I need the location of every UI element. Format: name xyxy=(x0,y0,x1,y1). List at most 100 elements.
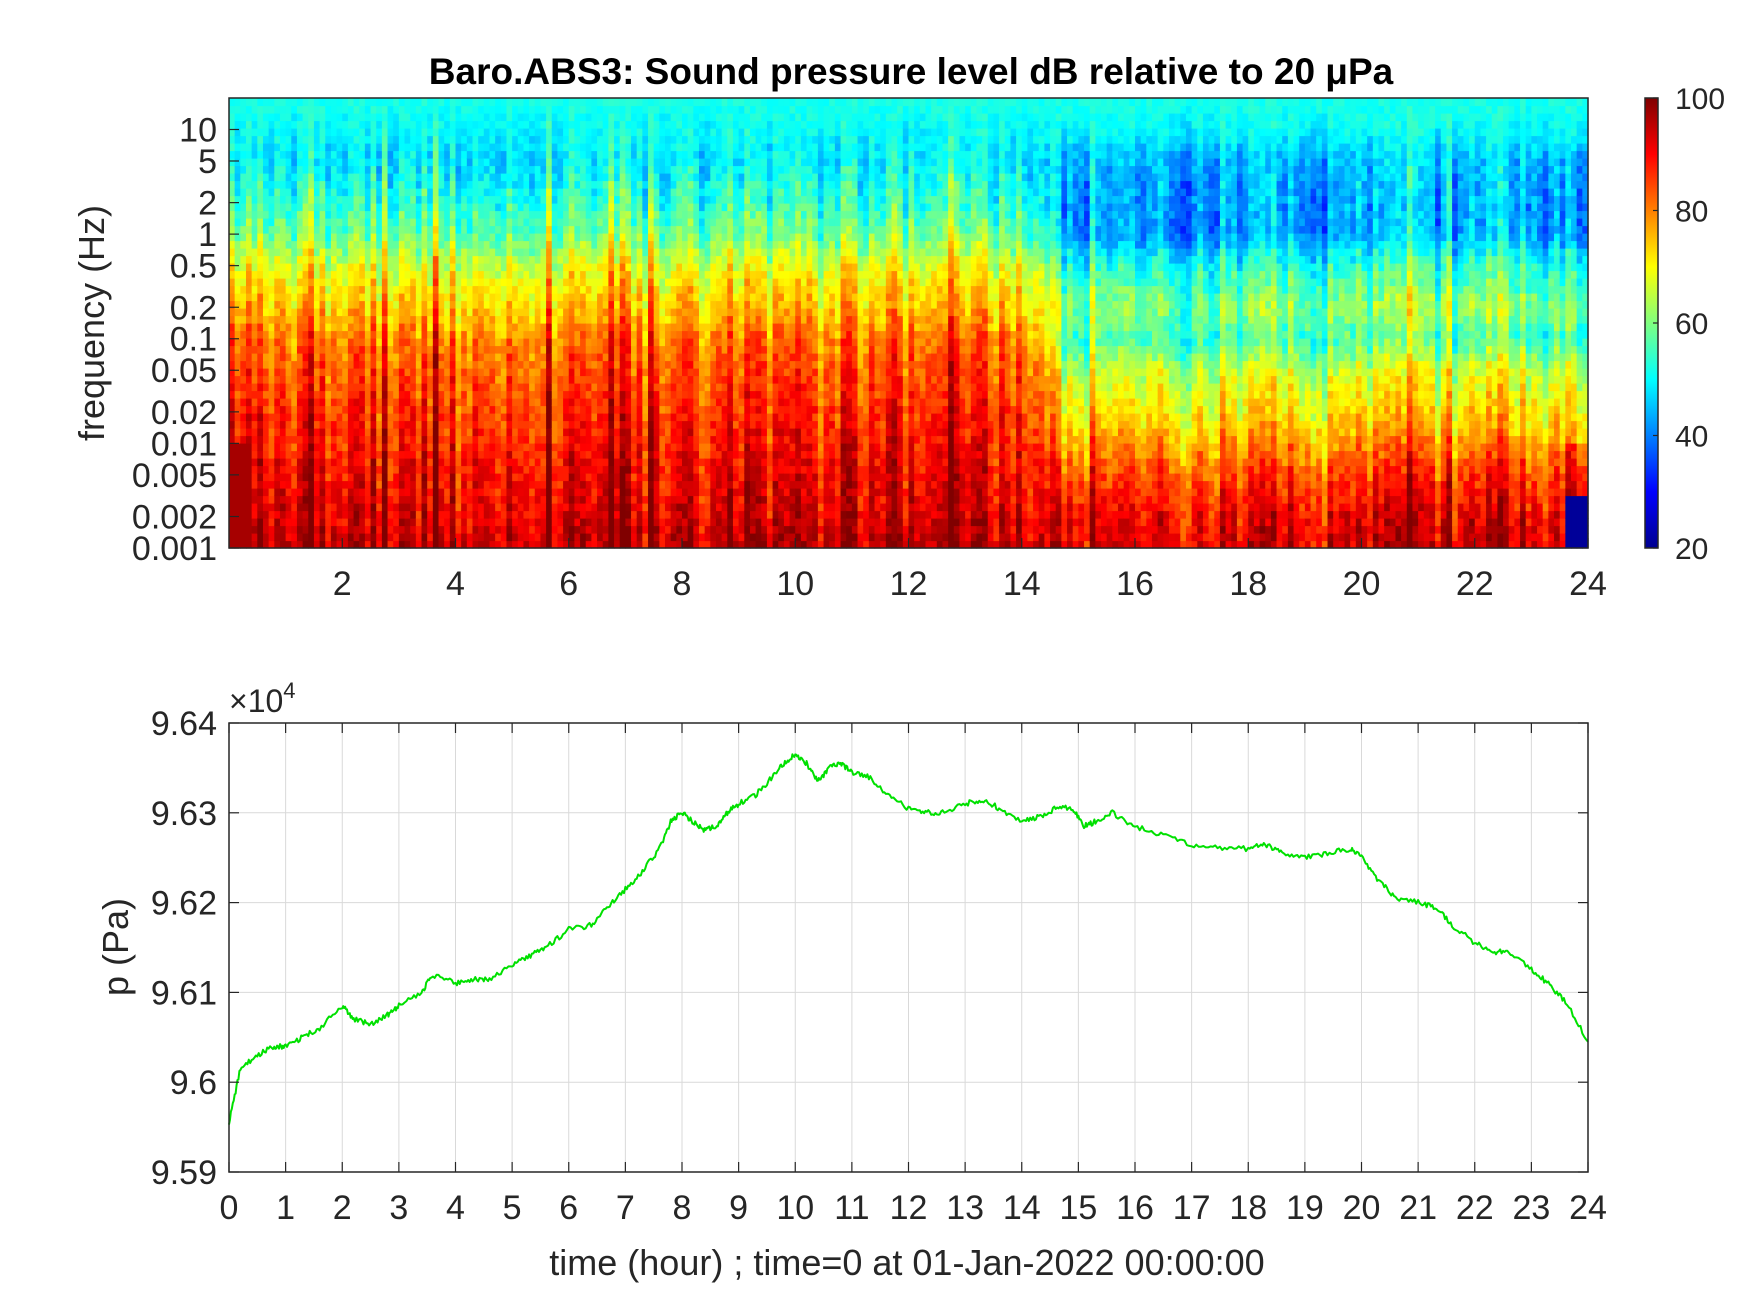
heatmap-cell xyxy=(387,240,394,249)
heatmap-cell xyxy=(625,195,632,204)
heatmap-cell xyxy=(359,113,366,122)
heatmap-cell xyxy=(342,195,349,204)
heatmap-cell xyxy=(279,105,287,114)
heatmap-cell xyxy=(625,420,632,429)
heatmap-cell xyxy=(296,315,304,324)
heatmap-cell xyxy=(608,390,615,399)
heatmap-cell xyxy=(410,210,417,219)
heatmap-cell xyxy=(240,353,247,362)
heatmap-cell xyxy=(296,458,304,467)
heatmap-cell xyxy=(585,338,592,347)
heatmap-cell xyxy=(279,113,287,122)
heatmap-cell xyxy=(546,533,553,542)
heatmap-cell xyxy=(687,105,694,114)
heatmap-cell xyxy=(461,405,468,414)
heatmap-cell xyxy=(472,398,479,407)
heatmap-cell xyxy=(336,533,343,542)
heatmap-cell xyxy=(404,143,411,152)
heatmap-cell xyxy=(251,375,258,384)
heatmap-cell xyxy=(693,473,700,482)
heatmap-cell xyxy=(415,510,423,519)
heatmap-cell xyxy=(302,315,309,324)
heatmap-cell xyxy=(478,240,485,249)
heatmap-cell xyxy=(619,533,626,542)
heatmap-cell xyxy=(608,383,615,392)
heatmap-cell xyxy=(648,135,655,144)
heatmap-cell xyxy=(336,285,343,294)
heatmap-cell xyxy=(693,390,700,399)
heatmap-cell xyxy=(483,338,491,347)
heatmap-cell xyxy=(648,428,655,437)
heatmap-cell xyxy=(631,420,638,429)
heatmap-cell xyxy=(404,465,411,474)
heatmap-cell xyxy=(608,323,615,332)
heatmap-cell xyxy=(308,518,315,527)
heatmap-cell xyxy=(636,113,643,122)
heatmap-cell xyxy=(517,450,525,459)
heatmap-cell xyxy=(682,503,689,512)
heatmap-cell xyxy=(234,353,241,362)
heatmap-cell xyxy=(687,225,694,234)
heatmap-cell xyxy=(438,540,445,549)
heatmap-cell xyxy=(495,210,502,219)
heatmap-cell xyxy=(455,150,462,159)
heatmap-cell xyxy=(313,330,321,339)
heatmap-cell xyxy=(257,150,264,159)
heatmap-cell xyxy=(421,450,428,459)
heatmap-cell xyxy=(268,450,275,459)
heatmap-cell xyxy=(308,473,315,482)
heatmap-cell xyxy=(296,300,304,309)
heatmap-cell xyxy=(546,420,553,429)
heatmap-cell xyxy=(268,225,275,234)
heatmap-cell xyxy=(495,150,502,159)
heatmap-cell xyxy=(336,525,343,534)
heatmap-cell xyxy=(251,473,258,482)
heatmap-cell xyxy=(427,285,434,294)
heatmap-cell xyxy=(563,120,570,129)
heatmap-cell xyxy=(489,113,496,122)
heatmap-cell xyxy=(404,165,411,174)
heatmap-cell xyxy=(302,308,309,317)
heatmap-cell xyxy=(325,300,332,309)
heatmap-cell xyxy=(642,285,649,294)
heatmap-cell xyxy=(512,413,519,422)
heatmap-cell xyxy=(517,150,525,159)
heatmap-cell xyxy=(483,203,491,212)
heatmap-cell xyxy=(404,225,411,234)
heatmap-cell xyxy=(234,495,241,504)
heatmap-cell xyxy=(444,323,451,332)
heatmap-cell xyxy=(676,383,683,392)
heatmap-cell xyxy=(296,345,304,354)
heatmap-cell xyxy=(495,195,502,204)
heatmap-cell xyxy=(387,345,394,354)
heatmap-cell xyxy=(483,495,491,504)
heatmap-cell xyxy=(670,285,677,294)
heatmap-cell xyxy=(319,300,326,309)
heatmap-cell xyxy=(370,420,377,429)
heatmap-cell xyxy=(444,203,451,212)
heatmap-cell xyxy=(308,383,315,392)
heatmap-cell xyxy=(495,135,502,144)
heatmap-cell xyxy=(427,428,434,437)
heatmap-cell xyxy=(364,390,372,399)
heatmap-cell xyxy=(676,375,683,384)
heatmap-cell xyxy=(421,360,428,369)
heatmap-cell xyxy=(364,428,372,437)
heatmap-cell xyxy=(268,488,275,497)
heatmap-cell xyxy=(308,150,315,159)
heatmap-cell xyxy=(393,488,400,497)
heatmap-cell xyxy=(330,345,338,354)
heatmap-cell xyxy=(625,233,632,242)
heatmap-cell xyxy=(229,458,236,467)
heatmap-cell xyxy=(274,255,281,264)
heatmap-cell xyxy=(342,180,349,189)
heatmap-cell xyxy=(698,480,706,489)
heatmap-cell xyxy=(591,150,598,159)
heatmap-cell xyxy=(608,113,615,122)
heatmap-cell xyxy=(421,180,428,189)
heatmap-cell xyxy=(257,308,264,317)
heatmap-cell xyxy=(296,533,304,542)
heatmap-cell xyxy=(438,405,445,414)
spectrogram-title: Baro.ABS3: Sound pressure level dB relat… xyxy=(429,51,1394,92)
heatmap-cell xyxy=(568,488,576,497)
